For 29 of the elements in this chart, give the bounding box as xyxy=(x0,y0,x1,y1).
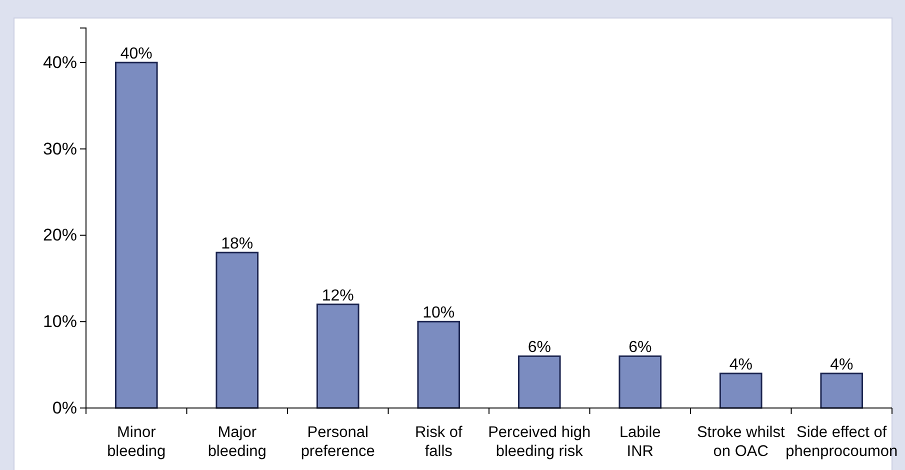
data-label: 6% xyxy=(628,339,652,356)
data-label: 10% xyxy=(422,304,455,322)
x-tick-label: Major bleeding xyxy=(208,424,266,460)
bar xyxy=(618,355,662,409)
bar xyxy=(216,252,259,409)
x-tick-label: Side effect of phenprocoumon xyxy=(786,424,898,460)
x-tick-label: Minor bleeding xyxy=(107,424,166,460)
bar xyxy=(518,355,561,409)
data-label: 40% xyxy=(120,46,152,63)
y-tick-label: 20% xyxy=(42,226,77,245)
x-tick-label: Stroke whilst on OAC xyxy=(696,424,786,460)
y-tick-label: 10% xyxy=(42,312,77,332)
x-tick-label: Labile INR xyxy=(619,424,661,460)
y-tick-label: 30% xyxy=(42,139,77,158)
bar xyxy=(719,372,762,409)
x-tick-label: Personal preference xyxy=(300,424,375,460)
bar xyxy=(417,320,460,409)
bar xyxy=(316,304,360,409)
data-label: 4% xyxy=(729,356,752,374)
bar xyxy=(820,372,864,409)
y-tick-label: 40% xyxy=(42,52,77,72)
x-tick-label: Risk of falls xyxy=(414,424,463,460)
data-label: 6% xyxy=(528,339,551,356)
y-tick-label: 0% xyxy=(52,398,77,418)
data-label: 12% xyxy=(322,287,354,304)
x-tick-label: Perceived high bleeding risk xyxy=(488,424,591,460)
data-label: 4% xyxy=(830,356,854,374)
data-label: 18% xyxy=(221,236,254,253)
bar xyxy=(114,62,158,409)
